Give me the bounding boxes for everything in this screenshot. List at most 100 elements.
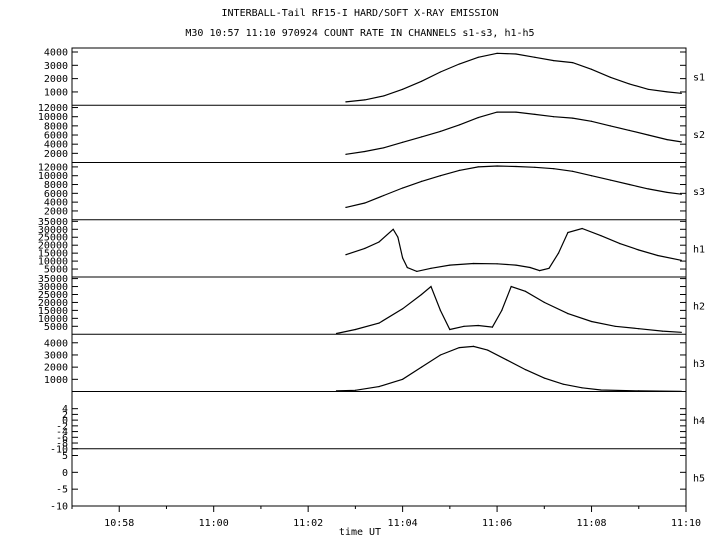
data-point (439, 354, 441, 356)
y-tick-label: 5000 (44, 322, 68, 333)
data-point (647, 188, 649, 190)
data-point (628, 183, 630, 186)
data-point (647, 88, 649, 90)
data-point (496, 165, 498, 167)
data-point (392, 228, 394, 230)
x-tick-label: 11:10 (671, 518, 701, 529)
data-point (378, 322, 380, 324)
y-tick-label: 4 (62, 404, 68, 415)
y-tick-label: 15000 (38, 306, 68, 317)
chart-subtitle: M30 10:57 11:10 970924 COUNT RATE IN CHA… (185, 28, 535, 39)
data-point (378, 241, 380, 243)
data-point (557, 252, 560, 254)
data-point (572, 62, 574, 64)
series-line (345, 52, 682, 103)
series-label: s3 (693, 187, 705, 198)
data-point (609, 179, 612, 181)
y-tick-label: 5000 (44, 265, 68, 276)
data-point (524, 290, 527, 292)
data-point (539, 270, 541, 272)
data-point (383, 194, 385, 197)
data-point (364, 247, 366, 249)
y-tick-label: 6000 (44, 189, 68, 200)
y-tick-label: 35000 (38, 274, 68, 285)
series-line (336, 345, 682, 392)
data-point (590, 120, 593, 122)
series-label: h4 (693, 416, 705, 427)
data-point (420, 293, 423, 296)
y-tick-label: -5 (56, 485, 68, 496)
y-tick-label: 12000 (38, 103, 68, 114)
y-tick-label: -2 (56, 421, 68, 432)
data-point (345, 153, 347, 155)
x-tick-label: 11:04 (388, 518, 418, 529)
data-point (345, 206, 347, 208)
y-tick-label: 8000 (44, 121, 68, 132)
y-tick-label: 10000 (38, 112, 68, 123)
data-point (496, 263, 498, 265)
data-point (416, 270, 418, 272)
data-point (614, 325, 616, 327)
data-point (420, 366, 423, 368)
y-tick-label: 4000 (44, 338, 68, 349)
data-point (543, 301, 545, 303)
y-tick-label: -10 (50, 444, 68, 455)
data-point (477, 56, 479, 58)
data-point (383, 95, 385, 97)
data-point (581, 387, 583, 389)
data-point (420, 136, 423, 138)
y-tick-label: 10000 (38, 314, 68, 325)
data-point (553, 60, 555, 62)
series-line (345, 111, 682, 155)
y-tick-label: -10 (50, 502, 68, 513)
data-point (477, 117, 479, 119)
data-point (572, 170, 574, 172)
series-line (336, 285, 682, 335)
series-line (345, 165, 682, 208)
series-line (345, 227, 682, 273)
y-tick-label: 0 (62, 416, 68, 427)
data-point (600, 235, 602, 237)
y-tick-label: 15000 (38, 249, 68, 260)
data-point (345, 101, 347, 103)
y-tick-label: 0 (62, 468, 68, 479)
data-point (553, 168, 555, 170)
y-tick-label: 20000 (38, 298, 68, 309)
data-point (383, 147, 385, 149)
series-label: s2 (693, 130, 705, 141)
x-tick-label: 11:08 (576, 518, 606, 529)
x-axis-label: time UT (338, 527, 382, 538)
y-tick-label: -4 (56, 427, 68, 438)
data-point (430, 285, 432, 288)
series-label: h1 (693, 244, 705, 255)
data-point (472, 262, 475, 265)
data-point (515, 264, 517, 266)
data-point (496, 111, 498, 113)
data-point (354, 328, 356, 331)
data-point (553, 116, 555, 118)
data-point (402, 187, 404, 189)
x-tick-label: 10:58 (104, 518, 134, 529)
y-tick-label: 5 (62, 451, 68, 462)
data-point (439, 175, 441, 177)
data-point (449, 264, 451, 266)
data-point (628, 83, 630, 85)
data-point (364, 99, 366, 101)
data-point (609, 125, 612, 127)
data-point (458, 169, 460, 171)
y-tick-label: 20000 (38, 241, 68, 252)
data-point (458, 63, 460, 65)
data-point (402, 257, 404, 259)
y-tick-label: 2000 (44, 206, 68, 217)
data-point (378, 386, 380, 388)
data-point (680, 141, 682, 143)
y-tick-label: 30000 (38, 282, 68, 293)
y-tick-label: 25000 (38, 290, 68, 301)
y-tick-label: 10000 (38, 257, 68, 268)
y-tick-label: 10000 (38, 171, 68, 182)
y-tick-label: -8 (56, 439, 68, 450)
y-tick-label: 2000 (44, 149, 68, 160)
data-point (477, 166, 479, 168)
data-point (364, 150, 366, 153)
data-point (619, 243, 621, 245)
